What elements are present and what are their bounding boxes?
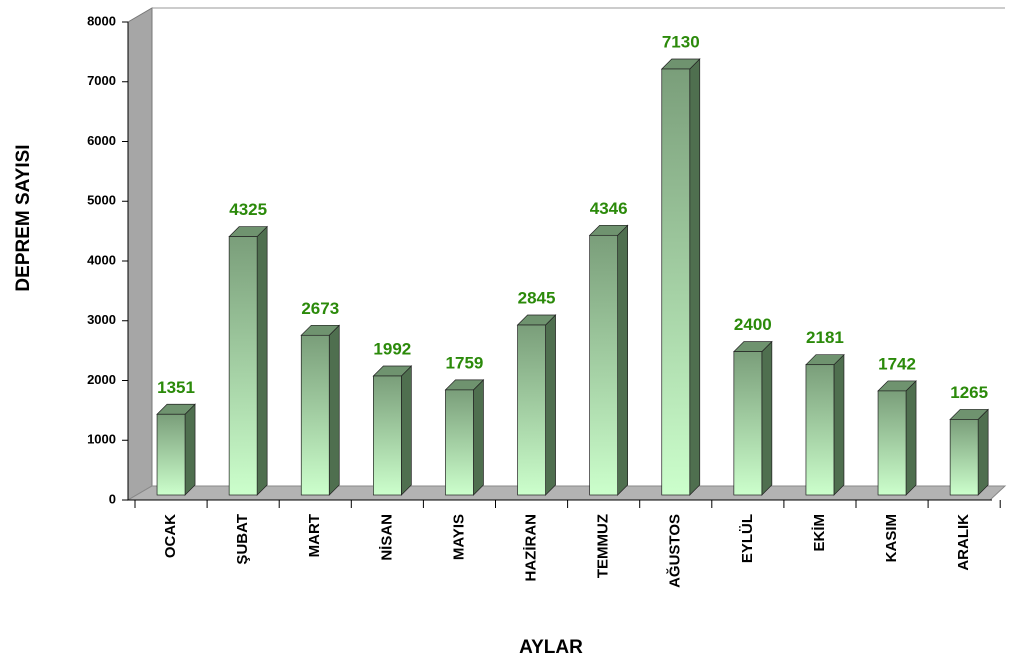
x-tick-label: ŞUBAT [234, 514, 251, 565]
y-tick-label: 0 [109, 491, 116, 506]
bar-front [373, 375, 402, 496]
bar [877, 380, 917, 496]
bar-front [156, 413, 186, 496]
x-tick-label: KASIM [883, 514, 900, 562]
y-tick-label: 3000 [87, 312, 116, 327]
x-tick-label: EYLÜL [739, 514, 756, 563]
bar-side [833, 353, 845, 496]
bar [444, 379, 485, 496]
y-tick-label: 5000 [87, 193, 116, 208]
bar-front [805, 364, 835, 496]
x-tick-label: HAZİRAN [523, 514, 540, 582]
value-label: 2181 [806, 328, 844, 347]
bar-side [256, 225, 268, 496]
x-tick-label: EKİM [811, 514, 828, 552]
bar-side [689, 58, 701, 496]
y-axis-title: DEPREM SAYISI [13, 144, 34, 291]
x-tick-label: MART [306, 514, 323, 557]
bar-side [328, 324, 340, 496]
y-tick-label: 7000 [87, 73, 116, 88]
value-label: 1742 [878, 354, 916, 373]
x-tick-label: TEMMUZ [595, 514, 612, 578]
bar [805, 353, 845, 496]
bar-front [877, 390, 907, 496]
bar-front [733, 351, 763, 496]
x-tick-label: NİSAN [378, 514, 395, 561]
y-tick-label: 4000 [87, 252, 116, 267]
bar-side [473, 379, 484, 496]
bar [588, 224, 629, 496]
value-label: 1992 [373, 339, 411, 358]
bar-side [977, 408, 989, 496]
bar-side [617, 224, 629, 496]
bar-front [445, 389, 474, 496]
bar-side [401, 365, 412, 496]
bar-front [517, 324, 546, 496]
value-label: 1351 [157, 378, 195, 397]
bar-side [905, 380, 917, 496]
bar [660, 58, 701, 496]
back-wall [127, 7, 153, 501]
value-label: 4346 [590, 199, 628, 218]
bar-front [300, 334, 330, 496]
value-label: 2673 [301, 299, 339, 318]
value-label: 2845 [518, 288, 556, 307]
value-label: 2400 [734, 315, 772, 334]
bar-front [228, 236, 258, 496]
x-tick-label: OCAK [162, 514, 179, 558]
y-tick-label: 6000 [87, 133, 116, 148]
y-tick-label: 8000 [87, 13, 116, 28]
value-label: 7130 [662, 32, 700, 51]
bar-side [184, 403, 196, 496]
bar [733, 340, 773, 496]
x-tick-label: ARALIK [955, 514, 972, 571]
x-axis-title: AYLAR [519, 637, 583, 658]
bar-front [949, 419, 979, 496]
bar-front [589, 234, 619, 496]
value-label: 1759 [446, 353, 484, 372]
y-tick-label: 1000 [87, 432, 116, 447]
bar [372, 365, 413, 496]
y-tick-label: 2000 [87, 372, 116, 387]
value-label: 4325 [229, 200, 267, 219]
bar-side [761, 340, 773, 496]
x-tick-label: AĞUSTOS [666, 514, 684, 588]
value-label: 1265 [950, 383, 988, 402]
x-tick-label: MAYIS [450, 514, 467, 560]
bar [228, 225, 268, 496]
bar-side [545, 314, 556, 496]
bar [516, 314, 557, 496]
bar [300, 324, 341, 496]
bar [156, 403, 196, 496]
bar-front [661, 68, 691, 496]
bar [949, 408, 989, 496]
